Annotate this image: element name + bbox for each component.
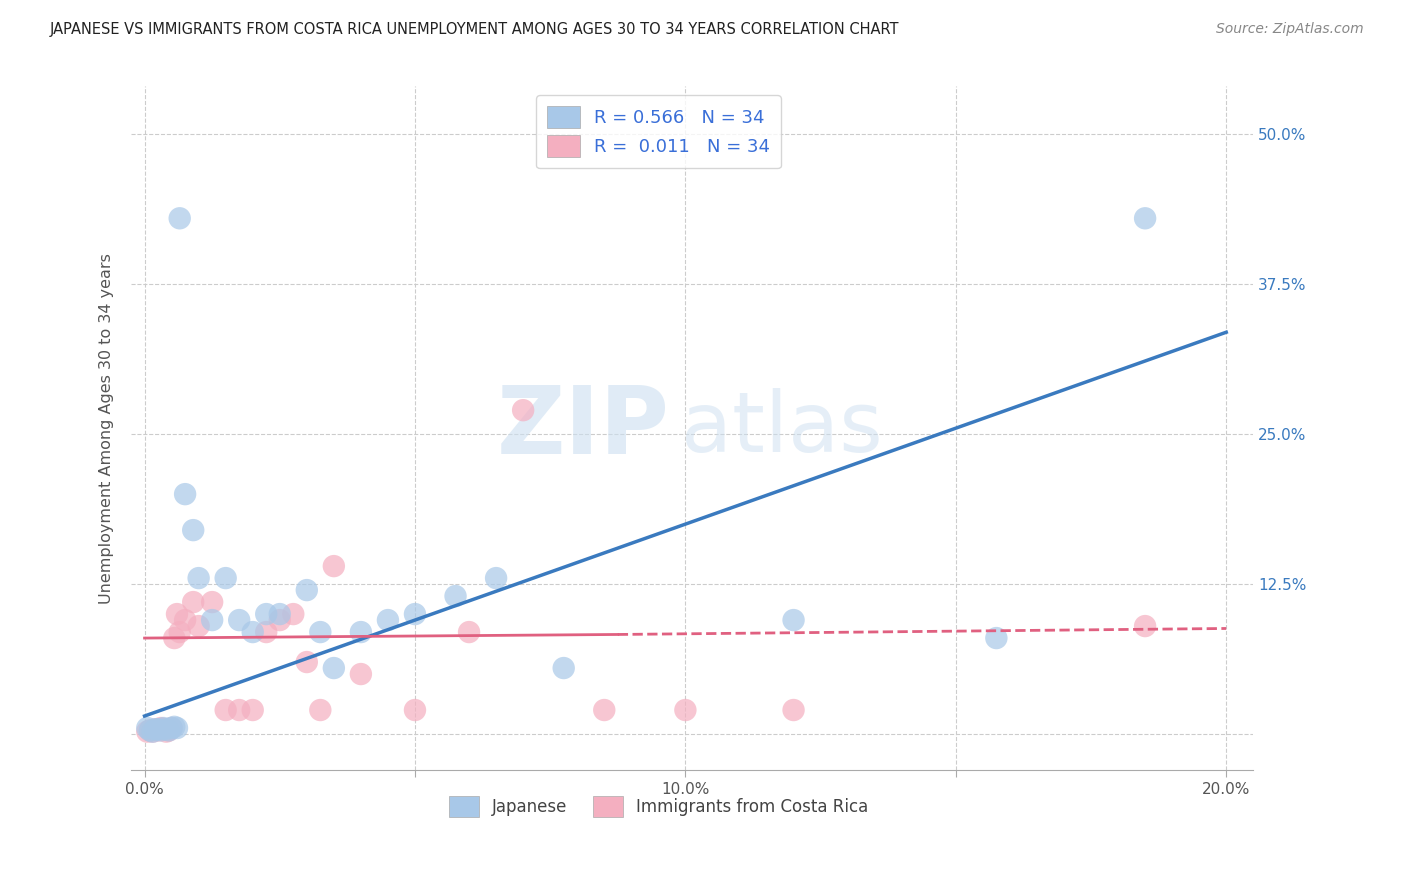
Point bbox=[986, 631, 1008, 645]
Point bbox=[782, 703, 804, 717]
Point bbox=[215, 703, 238, 717]
Point bbox=[155, 723, 177, 737]
Point bbox=[377, 613, 399, 627]
Point bbox=[146, 723, 169, 737]
Point bbox=[163, 631, 186, 645]
Point bbox=[187, 619, 209, 633]
Point bbox=[160, 721, 183, 735]
Point bbox=[1133, 211, 1156, 226]
Point bbox=[149, 721, 172, 735]
Point bbox=[142, 724, 165, 739]
Point bbox=[322, 559, 344, 574]
Point bbox=[169, 625, 191, 640]
Point bbox=[142, 724, 165, 739]
Point bbox=[152, 723, 174, 737]
Point bbox=[152, 721, 174, 735]
Point bbox=[155, 724, 177, 739]
Point bbox=[228, 703, 250, 717]
Point bbox=[157, 723, 180, 738]
Point bbox=[201, 595, 224, 609]
Point bbox=[160, 721, 183, 735]
Point bbox=[512, 403, 534, 417]
Point bbox=[350, 667, 373, 681]
Point bbox=[295, 655, 318, 669]
Point bbox=[174, 487, 197, 501]
Point bbox=[404, 703, 426, 717]
Point bbox=[404, 607, 426, 621]
Point bbox=[309, 703, 332, 717]
Y-axis label: Unemployment Among Ages 30 to 34 years: Unemployment Among Ages 30 to 34 years bbox=[100, 252, 114, 604]
Point bbox=[181, 523, 204, 537]
Point bbox=[228, 613, 250, 627]
Point bbox=[157, 723, 180, 738]
Point bbox=[322, 661, 344, 675]
Point bbox=[215, 571, 238, 585]
Point bbox=[254, 625, 277, 640]
Point bbox=[169, 211, 191, 226]
Point bbox=[242, 703, 264, 717]
Point bbox=[485, 571, 508, 585]
Point bbox=[139, 723, 162, 738]
Point bbox=[163, 720, 186, 734]
Text: JAPANESE VS IMMIGRANTS FROM COSTA RICA UNEMPLOYMENT AMONG AGES 30 TO 34 YEARS CO: JAPANESE VS IMMIGRANTS FROM COSTA RICA U… bbox=[49, 22, 898, 37]
Point bbox=[673, 703, 696, 717]
Point bbox=[166, 721, 188, 735]
Text: ZIP: ZIP bbox=[496, 382, 669, 475]
Point bbox=[1133, 619, 1156, 633]
Point bbox=[444, 589, 467, 603]
Point bbox=[136, 721, 159, 735]
Point bbox=[181, 595, 204, 609]
Point bbox=[269, 613, 291, 627]
Point bbox=[309, 625, 332, 640]
Point bbox=[553, 661, 575, 675]
Point bbox=[295, 583, 318, 598]
Point bbox=[166, 607, 188, 621]
Point bbox=[593, 703, 616, 717]
Legend: Japanese, Immigrants from Costa Rica: Japanese, Immigrants from Costa Rica bbox=[441, 789, 875, 823]
Point bbox=[146, 723, 169, 738]
Point bbox=[136, 724, 159, 739]
Point bbox=[782, 613, 804, 627]
Point bbox=[145, 723, 167, 737]
Point bbox=[350, 625, 373, 640]
Point bbox=[458, 625, 481, 640]
Point bbox=[139, 723, 162, 738]
Point bbox=[269, 607, 291, 621]
Point bbox=[254, 607, 277, 621]
Point bbox=[149, 723, 172, 738]
Point bbox=[201, 613, 224, 627]
Point bbox=[283, 607, 305, 621]
Point bbox=[187, 571, 209, 585]
Text: atlas: atlas bbox=[681, 388, 883, 468]
Text: Source: ZipAtlas.com: Source: ZipAtlas.com bbox=[1216, 22, 1364, 37]
Point bbox=[174, 613, 197, 627]
Point bbox=[145, 723, 167, 737]
Point bbox=[242, 625, 264, 640]
